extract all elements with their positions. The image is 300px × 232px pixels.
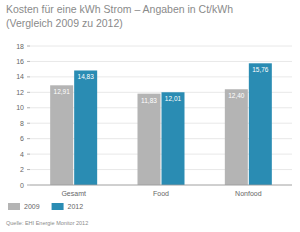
tick-label: 6	[20, 135, 24, 142]
tick-mark	[27, 185, 30, 186]
data-labels: 12,91 14,83 11,83 12,01 12,40 15,76	[54, 66, 269, 103]
tick-label: 14	[16, 73, 24, 80]
tick-mark	[27, 92, 30, 93]
tick-mark	[27, 46, 30, 47]
data-label: 11,83	[141, 97, 157, 104]
chart: Kosten für eine kWh Strom – Angaben in C…	[0, 0, 300, 232]
title: Kosten für eine kWh Strom – Angaben in C…	[6, 3, 233, 15]
category-label: Nonfood	[235, 190, 262, 197]
tick-mark	[27, 138, 30, 139]
tick-mark	[27, 154, 30, 155]
category-label: Food	[153, 190, 169, 197]
grid-line	[30, 46, 292, 47]
tick-mark	[27, 169, 30, 170]
source: Quelle: EHI Energie Monitor 2012	[6, 220, 88, 226]
data-label: 12,01	[165, 95, 182, 102]
data-label: 12,91	[54, 88, 71, 95]
tick-label: 18	[16, 43, 24, 50]
data-label: 14,83	[78, 73, 95, 80]
bars	[50, 63, 272, 185]
legend-label: 2012	[68, 203, 84, 210]
bar	[50, 85, 73, 185]
tick-label: 16	[16, 58, 24, 65]
data-label: 15,76	[252, 66, 269, 73]
grid-line	[30, 61, 292, 62]
x-axis	[30, 185, 292, 186]
category-label: Gesamt	[61, 190, 86, 197]
bar	[138, 94, 161, 185]
tick-mark	[27, 107, 30, 108]
tick-label: 2	[20, 166, 24, 173]
tick-label: 0	[20, 182, 24, 189]
legend-label: 2009	[24, 203, 40, 210]
bar	[162, 92, 185, 185]
tick-label: 10	[16, 104, 24, 111]
data-label: 12,40	[228, 92, 245, 99]
tick-mark	[27, 123, 30, 124]
bar	[74, 70, 97, 185]
subtitle: (Vergleich 2009 zu 2012)	[6, 17, 123, 29]
tick-label: 12	[16, 89, 24, 96]
tick-label: 4	[20, 151, 24, 158]
bar	[225, 89, 248, 185]
grid-line	[30, 185, 292, 186]
tick-mark	[27, 76, 30, 77]
tick-mark	[27, 61, 30, 62]
tick-label: 8	[20, 120, 24, 127]
legend-swatch	[52, 203, 64, 210]
bar	[249, 63, 272, 185]
legend-swatch	[8, 203, 20, 210]
